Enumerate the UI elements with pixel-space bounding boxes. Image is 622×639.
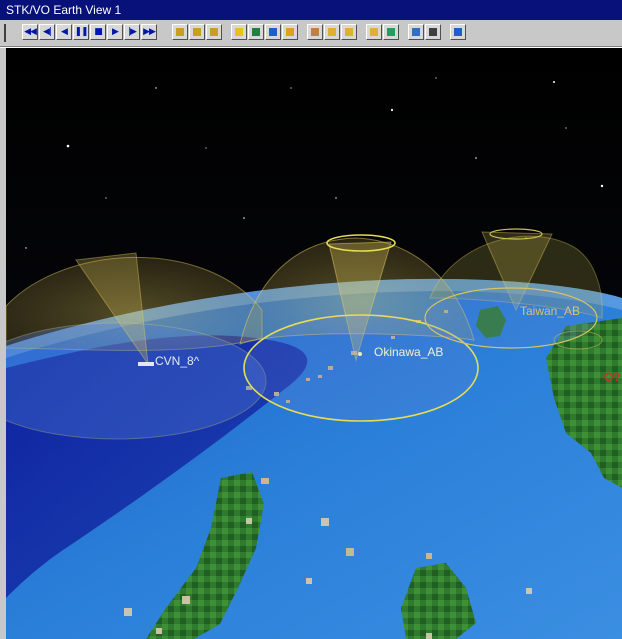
layers-icon (454, 28, 462, 36)
graphs-icon (345, 28, 353, 36)
zoom-out-icon (210, 28, 218, 36)
properties-icon (370, 28, 378, 36)
picture-button[interactable] (307, 24, 323, 40)
object-globe-button[interactable] (248, 24, 264, 40)
landmass-mainland (546, 318, 622, 488)
cvn-label[interactable]: CVN_8^ (155, 354, 200, 368)
taiwan-ab-label[interactable]: Taiwan_AB (520, 304, 581, 318)
landmass-luzon (146, 472, 264, 639)
3d-scene[interactable] (6, 48, 622, 639)
sensor-dome-taiwan[interactable] (424, 228, 603, 350)
globe-tool-icon (387, 28, 395, 36)
view-from-icon (235, 28, 243, 36)
okinawa-ab-label[interactable]: Okinawa_AB (374, 345, 444, 359)
step-back-frame-icon: ◀| (43, 26, 52, 37)
home-view-button[interactable] (172, 24, 188, 40)
earth-icon (412, 28, 420, 36)
3d-earth-viewport[interactable]: Okinawa_AB Taiwan_AB CVN_8^ O? (0, 48, 622, 639)
object-globe-icon (252, 28, 260, 36)
play-forward-icon: ▶ (112, 26, 119, 37)
ocean-trench (6, 335, 308, 598)
landmass-borneo (401, 563, 476, 639)
play-forward-button[interactable]: ▶ (107, 24, 123, 40)
toolbar-grip[interactable] (0, 24, 6, 42)
map-globe-button[interactable] (282, 24, 298, 40)
vo-toolbar: ◀◀ ◀| ◀ ❚❚ ■ ▶ |▶ ▶▶ (0, 20, 622, 47)
earth-button[interactable] (408, 24, 424, 40)
picture-icon (311, 28, 319, 36)
pause-button[interactable]: ❚❚ (73, 24, 89, 40)
fast-forward-icon: ▶▶ (143, 26, 156, 37)
step-back-button[interactable]: ◀| (39, 24, 55, 40)
camera-icon (429, 28, 437, 36)
stop-icon: ■ (94, 26, 102, 37)
graphs-button[interactable] (341, 24, 357, 40)
sensor-dome-okinawa[interactable] (239, 234, 479, 422)
pause-icon: ❚❚ (74, 26, 88, 37)
reports-icon (328, 28, 336, 36)
zoom-box-button[interactable] (189, 24, 205, 40)
window-title: STK/VO Earth View 1 (0, 0, 622, 20)
stop-button[interactable]: ■ (90, 24, 106, 40)
zoom-out-button[interactable] (206, 24, 222, 40)
step-forward-frame-icon: |▶ (128, 26, 137, 37)
view-from-button[interactable] (231, 24, 247, 40)
layers-button[interactable] (450, 24, 466, 40)
map-globe-icon (286, 28, 294, 36)
reports-button[interactable] (324, 24, 340, 40)
camera-button[interactable] (425, 24, 441, 40)
play-reverse-button[interactable]: ◀ (56, 24, 72, 40)
sensor-dome-cvn[interactable] (6, 252, 267, 440)
fast-forward-button[interactable]: ▶▶ (141, 24, 157, 40)
play-reverse-icon: ◀ (61, 26, 68, 37)
orbit-view-icon (269, 28, 277, 36)
home-view-icon (176, 28, 184, 36)
reset-button[interactable]: ◀◀ (22, 24, 38, 40)
zoom-box-icon (193, 28, 201, 36)
landmass-taiwan (476, 306, 506, 338)
terrain-speckle (124, 518, 532, 639)
orbit-view-button[interactable] (265, 24, 281, 40)
properties-button[interactable] (366, 24, 382, 40)
globe-tool-button[interactable] (383, 24, 399, 40)
step-forward-button[interactable]: |▶ (124, 24, 140, 40)
partial-object-label[interactable]: O? (604, 370, 621, 384)
step-back-double-icon: ◀◀ (24, 26, 37, 37)
